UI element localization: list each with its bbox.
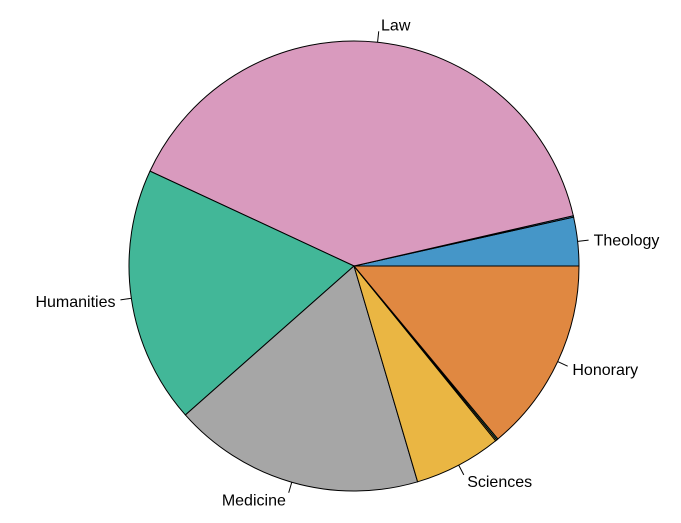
pie-slice-law bbox=[149, 40, 574, 267]
pie-slice-humanities bbox=[128, 170, 355, 416]
pie-label-sciences: Sciences bbox=[467, 474, 532, 491]
leader-line-medicine bbox=[288, 482, 293, 493]
leader-line-theology bbox=[577, 239, 589, 242]
leader-line-law bbox=[377, 31, 380, 43]
pie-labels: Theology Law Humanities Medicine Sciences Hon… bbox=[35, 17, 659, 509]
pie-label-law: Law bbox=[381, 17, 411, 34]
leader-line-sciences bbox=[458, 464, 465, 476]
pie-label-medicine: Medicine bbox=[222, 493, 286, 510]
leader-line-honorary bbox=[557, 361, 568, 367]
pie-label-theology: Theology bbox=[594, 232, 660, 249]
pie-label-humanities: Humanities bbox=[35, 294, 115, 311]
pie-slices bbox=[128, 40, 580, 492]
pie-slice-medicine bbox=[184, 265, 419, 492]
leader-line-humanities bbox=[120, 297, 132, 301]
pie-label-honorary: Honorary bbox=[572, 362, 638, 379]
